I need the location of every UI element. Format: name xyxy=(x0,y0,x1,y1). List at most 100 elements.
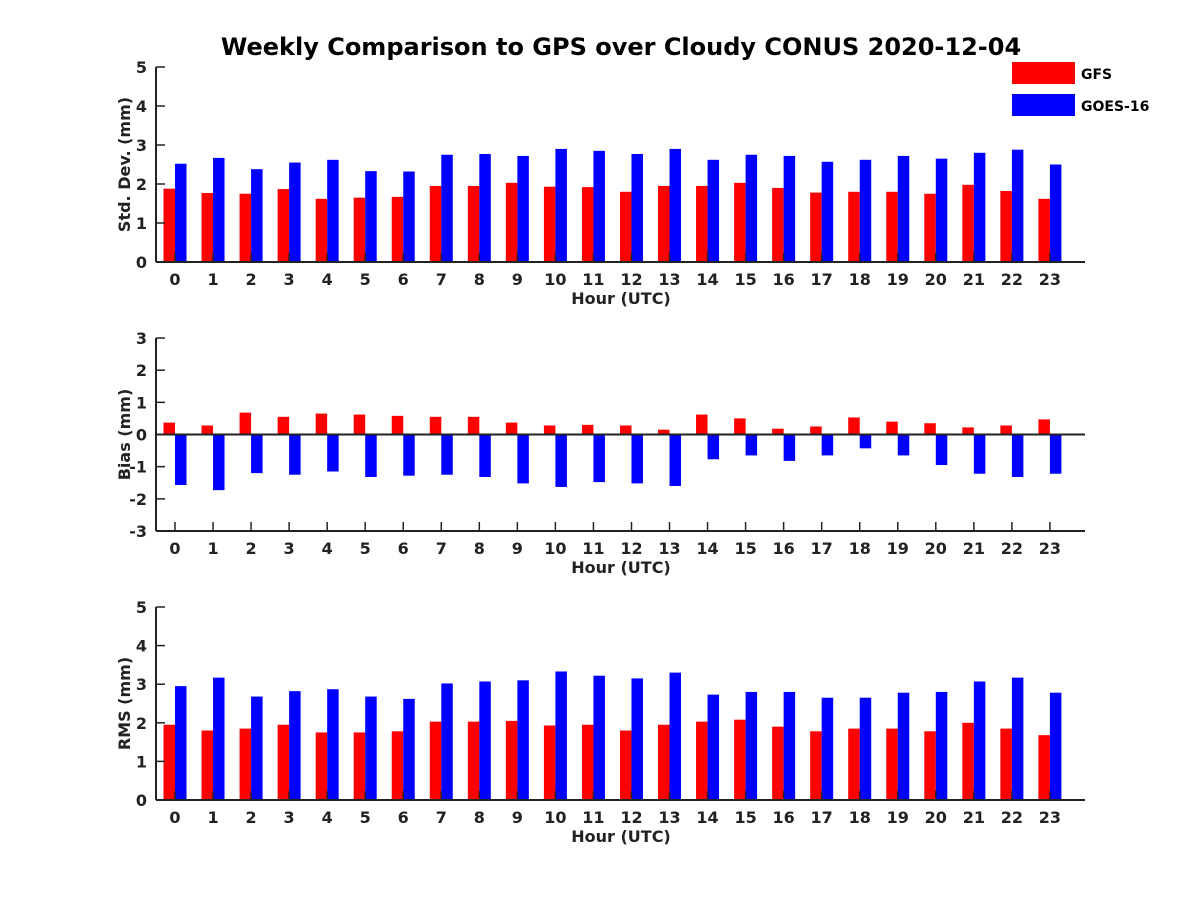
x-tick-label: 2 xyxy=(246,270,257,289)
bar-goes-16-hour-5 xyxy=(365,171,377,262)
bar-goes-16-hour-20 xyxy=(935,691,948,800)
bar-goes-16-hour-7 xyxy=(441,154,453,262)
y-tick-label: -1 xyxy=(129,458,147,477)
x-tick-label: 17 xyxy=(811,808,833,827)
bar-goes-16-hour-22 xyxy=(1011,434,1024,477)
bar-goes-16-hour-12 xyxy=(631,153,643,262)
x-tick-label: 3 xyxy=(284,539,295,558)
bar-goes-16-hour-11 xyxy=(593,675,605,800)
bar-gfs-hour-4 xyxy=(315,198,328,262)
x-tick-label: 23 xyxy=(1039,808,1061,827)
x-tick-label: 21 xyxy=(963,808,985,827)
x-tick-label: 23 xyxy=(1039,270,1061,289)
bar-goes-16-hour-15 xyxy=(745,691,758,800)
y-tick-label: 3 xyxy=(136,675,147,694)
bar-gfs-hour-5 xyxy=(353,197,366,262)
x-tick-label: 22 xyxy=(1001,270,1023,289)
x-tick-label: 4 xyxy=(322,808,333,827)
bar-goes-16-hour-18 xyxy=(859,434,872,449)
bar-gfs-hour-20 xyxy=(924,423,936,435)
bar-goes-16-hour-15 xyxy=(745,434,758,456)
bar-gfs-hour-12 xyxy=(619,191,632,262)
x-axis-label: Hour (UTC) xyxy=(571,289,671,308)
bar-gfs-hour-20 xyxy=(924,193,936,262)
x-tick-label: 15 xyxy=(734,270,756,289)
x-tick-label: 8 xyxy=(474,539,485,558)
x-tick-label: 20 xyxy=(925,808,947,827)
bar-goes-16-hour-8 xyxy=(479,153,491,262)
bar-goes-16-hour-19 xyxy=(897,434,910,456)
bar-gfs-hour-11 xyxy=(581,724,594,800)
bar-goes-16-hour-2 xyxy=(251,696,263,800)
bar-gfs-hour-18 xyxy=(848,191,860,262)
bar-goes-16-hour-0 xyxy=(175,686,187,800)
x-tick-label: 3 xyxy=(284,808,295,827)
bar-gfs-hour-11 xyxy=(581,187,594,262)
bar-goes-16-hour-17 xyxy=(821,434,834,456)
bar-goes-16-hour-1 xyxy=(213,677,225,800)
x-tick-label: 23 xyxy=(1039,539,1061,558)
bar-goes-16-hour-23 xyxy=(1049,164,1062,262)
y-axis-label: Bias (mm) xyxy=(115,389,134,481)
bar-goes-16-hour-0 xyxy=(175,163,187,262)
bar-gfs-hour-18 xyxy=(848,728,860,800)
x-tick-label: 8 xyxy=(474,808,485,827)
x-tick-label: 11 xyxy=(582,270,604,289)
bar-gfs-hour-7 xyxy=(429,416,442,435)
x-tick-label: 19 xyxy=(887,270,909,289)
bar-gfs-hour-3 xyxy=(277,724,290,800)
x-axis-label: Hour (UTC) xyxy=(571,558,671,577)
x-tick-label: 5 xyxy=(360,808,371,827)
bar-goes-16-hour-22 xyxy=(1011,677,1024,800)
x-tick-label: 16 xyxy=(773,270,795,289)
y-tick-label: 3 xyxy=(136,329,147,348)
x-tick-label: 17 xyxy=(811,270,833,289)
y-tick-label: 5 xyxy=(136,58,147,77)
bar-goes-16-hour-10 xyxy=(555,671,567,800)
bar-goes-16-hour-20 xyxy=(935,434,948,466)
y-tick-label: 5 xyxy=(136,598,147,617)
bar-gfs-hour-12 xyxy=(619,425,632,435)
x-tick-label: 1 xyxy=(207,808,218,827)
bar-goes-16-hour-16 xyxy=(783,434,796,461)
bar-goes-16-hour-10 xyxy=(555,434,567,487)
bar-goes-16-hour-3 xyxy=(289,691,301,800)
bar-gfs-hour-9 xyxy=(505,422,518,435)
y-tick-label: 3 xyxy=(136,136,147,155)
y-axis-label: RMS (mm) xyxy=(115,657,134,750)
bar-gfs-hour-23 xyxy=(1038,419,1050,435)
y-tick-label: -3 xyxy=(129,522,147,541)
bar-goes-16-hour-12 xyxy=(631,434,643,484)
x-tick-label: 5 xyxy=(360,270,371,289)
bar-goes-16-hour-23 xyxy=(1049,692,1062,800)
x-tick-label: 6 xyxy=(398,270,409,289)
bar-goes-16-hour-11 xyxy=(593,434,605,483)
y-tick-label: 0 xyxy=(136,791,147,810)
x-tick-label: 0 xyxy=(169,539,180,558)
x-tick-label: 15 xyxy=(734,808,756,827)
bar-gfs-hour-9 xyxy=(505,182,518,262)
bar-goes-16-hour-11 xyxy=(593,150,605,262)
x-tick-label: 16 xyxy=(773,539,795,558)
x-tick-label: 12 xyxy=(620,808,642,827)
bar-goes-16-hour-4 xyxy=(327,159,339,262)
bar-gfs-hour-19 xyxy=(886,728,898,800)
bars xyxy=(163,148,1062,262)
x-tick-label: 20 xyxy=(925,270,947,289)
bar-gfs-hour-4 xyxy=(315,413,328,435)
bar-gfs-hour-13 xyxy=(658,724,670,800)
bar-goes-16-hour-21 xyxy=(973,434,986,474)
x-tick-label: 8 xyxy=(474,270,485,289)
y-tick-label: 4 xyxy=(136,637,147,656)
bar-gfs-hour-14 xyxy=(696,185,708,262)
bar-goes-16-hour-3 xyxy=(289,162,301,262)
bar-goes-16-hour-16 xyxy=(783,691,796,800)
bar-gfs-hour-8 xyxy=(467,721,480,800)
bar-gfs-hour-22 xyxy=(1000,728,1012,800)
bar-goes-16-hour-9 xyxy=(517,434,529,484)
bar-goes-16-hour-10 xyxy=(555,148,567,262)
bar-gfs-hour-0 xyxy=(163,422,175,435)
bar-goes-16-hour-8 xyxy=(479,681,491,800)
x-tick-label: 14 xyxy=(696,808,718,827)
